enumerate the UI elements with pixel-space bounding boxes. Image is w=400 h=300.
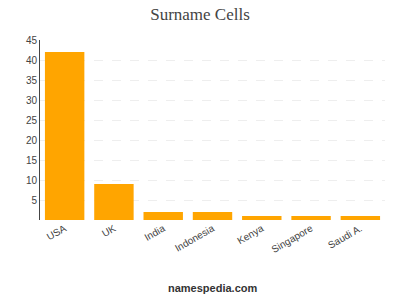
svg-text:Indonesia: Indonesia [173, 222, 216, 253]
svg-text:Singapore: Singapore [270, 222, 315, 255]
svg-text:30: 30 [26, 95, 38, 106]
svg-text:35: 35 [26, 75, 38, 86]
svg-text:5: 5 [31, 195, 37, 206]
svg-text:10: 10 [26, 175, 38, 186]
svg-text:India: India [142, 222, 167, 243]
svg-text:20: 20 [26, 135, 38, 146]
svg-text:Surname Cells: Surname Cells [150, 5, 250, 24]
svg-text:Saudi A.: Saudi A. [326, 223, 364, 251]
svg-text:Kenya: Kenya [235, 222, 265, 246]
svg-text:USA: USA [45, 222, 69, 242]
svg-text:40: 40 [26, 55, 38, 66]
svg-text:45: 45 [26, 35, 38, 46]
svg-text:UK: UK [100, 222, 118, 239]
svg-text:15: 15 [26, 155, 38, 166]
svg-text:25: 25 [26, 115, 38, 126]
svg-text:namespedia.com: namespedia.com [168, 282, 257, 294]
